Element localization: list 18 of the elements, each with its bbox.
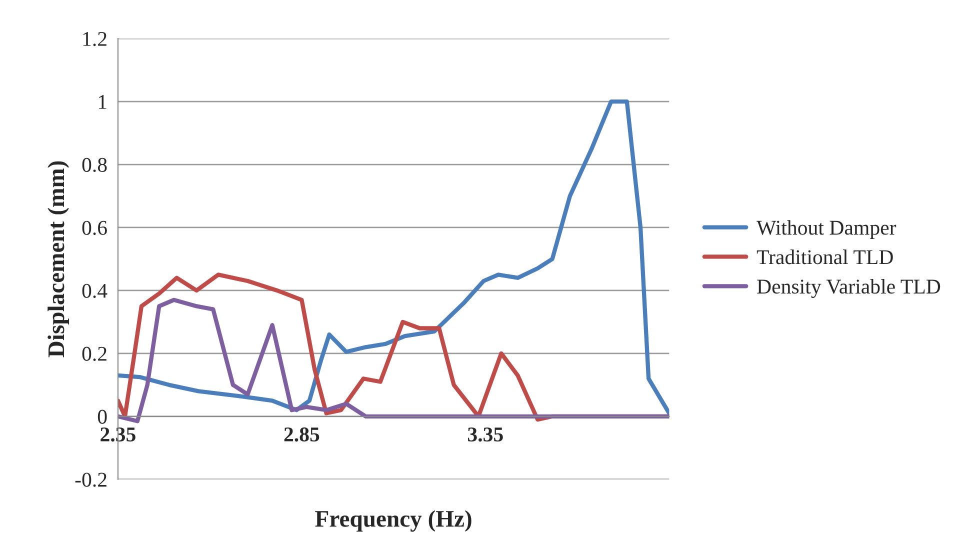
line-series [118,298,670,424]
line-series [118,99,670,416]
x-tick-label: 2.85 [284,427,320,442]
y-axis-title: Displacement (mm) [48,161,70,358]
x-tick-label: 3.35 [468,427,503,442]
y-tick-label: 1.2 [83,32,106,46]
y-tick-label: 0.8 [82,158,107,172]
legend-label: Traditional TLD [756,250,893,264]
y-tick-label: -0.2 [75,472,106,487]
legend-label: Without Damper [756,220,896,240]
y-tick-label: 0.4 [82,284,108,298]
y-tick-label: 0 [98,410,107,424]
y-tick-label: 0.2 [82,346,106,361]
legend-label: Density Variable TLD [757,278,940,298]
x-axis-title: Frequency (Hz) [315,510,472,532]
y-tick-label: 1 [98,95,106,109]
y-tick-label: 0.6 [82,220,107,236]
x-tick-label: 2.35 [100,427,136,442]
